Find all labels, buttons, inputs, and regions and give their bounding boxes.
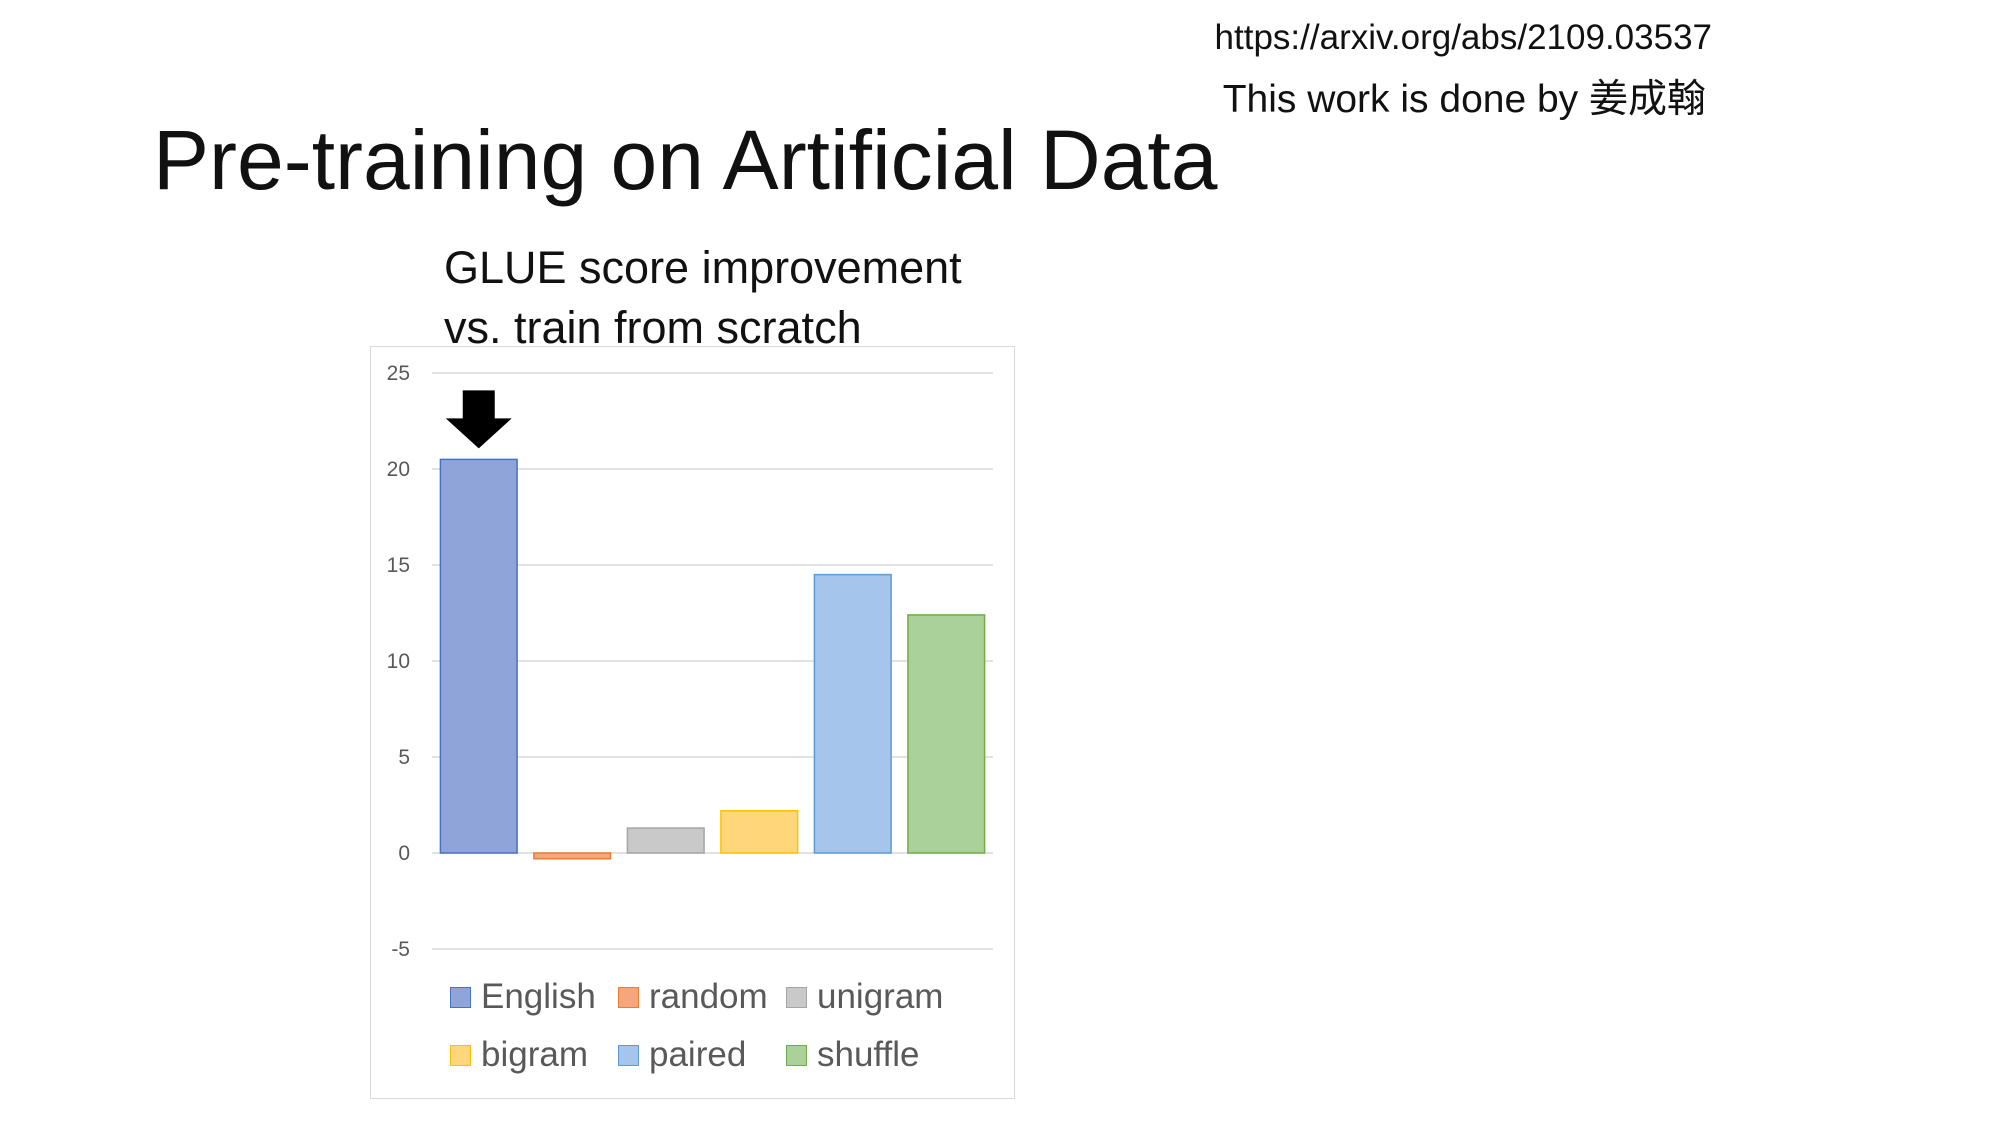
author-credit: This work is done by 姜成翰 [1222, 78, 1706, 121]
bar-paired [813, 573, 892, 854]
legend-item-unigram: unigram [786, 977, 976, 1016]
legend-label: paired [649, 1035, 747, 1074]
legend-label: unigram [817, 977, 944, 1016]
y-tick-label: 5 [398, 746, 410, 769]
y-tick-label: 10 [387, 650, 410, 673]
bar-random [533, 852, 612, 860]
legend-label: bigram [481, 1035, 588, 1074]
legend-swatch [786, 986, 807, 1008]
legend-swatch [786, 1044, 807, 1066]
slide-title: Pre-training on Artificial Data [153, 113, 1218, 207]
legend-swatch [618, 1044, 639, 1066]
legend-item-paired: paired [618, 1035, 786, 1074]
legend-swatch [618, 986, 639, 1008]
down-arrow-icon [445, 390, 512, 449]
bar-unigram [626, 827, 705, 854]
legend-swatch [450, 986, 471, 1008]
bar-bigram [720, 810, 799, 854]
chart-title: GLUE score improvement vs. train from sc… [444, 238, 962, 358]
chart-legend: English random unigram bigram paired shuffle [450, 977, 990, 1074]
bar-shuffle [907, 614, 986, 854]
chart-frame [370, 346, 1015, 1099]
legend-label: English [481, 977, 596, 1016]
legend-item-shuffle: shuffle [786, 1035, 976, 1074]
y-tick-label: 15 [387, 554, 410, 577]
y-tick-label: 20 [387, 458, 410, 481]
chart-title-line-1: GLUE score improvement [444, 242, 962, 293]
legend-item-bigram: bigram [450, 1035, 618, 1074]
legend-item-random: random [618, 977, 786, 1016]
legend-swatch [450, 1044, 471, 1066]
legend-label: shuffle [817, 1035, 920, 1074]
bar-english [439, 458, 518, 854]
chart-title-line-2: vs. train from scratch [444, 302, 862, 353]
legend-label: random [649, 977, 768, 1016]
legend-item-english: English [450, 977, 618, 1016]
y-tick-label: -5 [391, 938, 410, 961]
y-tick-label: 0 [398, 842, 410, 865]
reference-url[interactable]: https://arxiv.org/abs/2109.03537 [1214, 18, 1712, 57]
y-tick-label: 25 [387, 362, 410, 385]
